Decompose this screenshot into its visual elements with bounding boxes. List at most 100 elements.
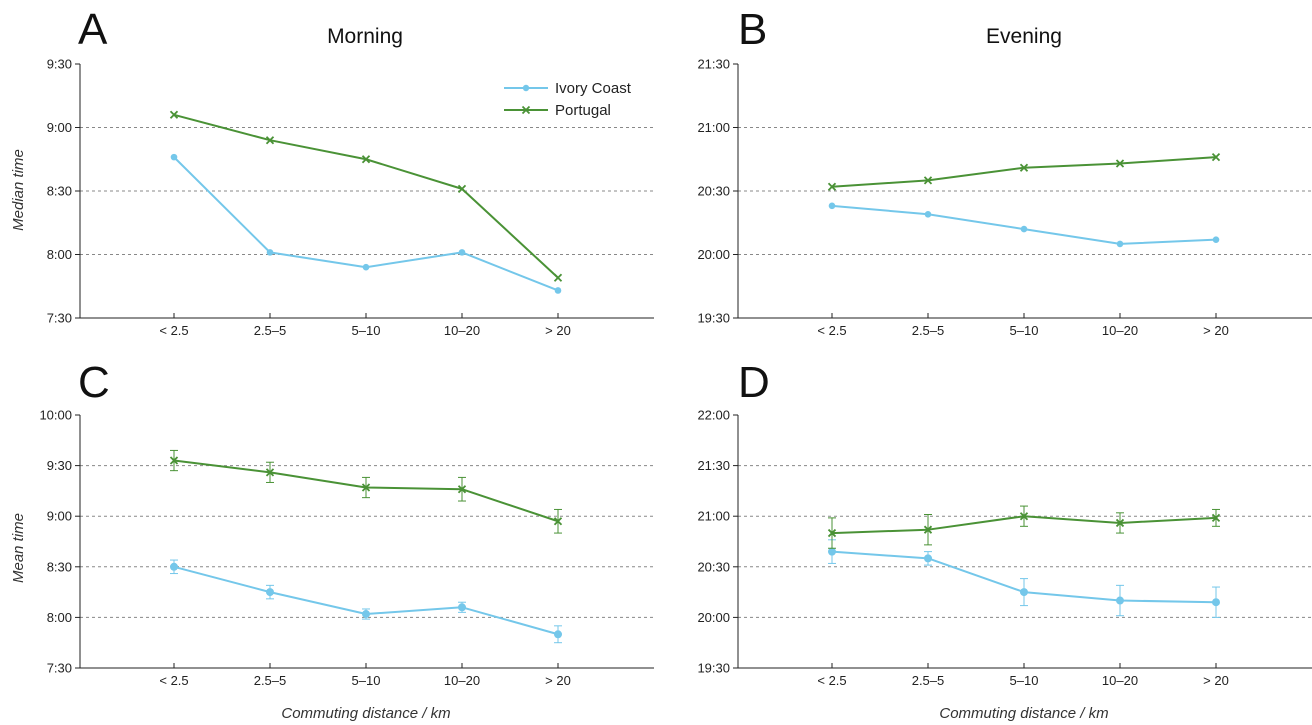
legend-portugal-marker [521, 105, 531, 115]
data-point-portugal [457, 184, 467, 194]
x-tick-label: > 20 [1203, 323, 1229, 338]
y-tick-label: 7:30 [47, 661, 72, 676]
y-tick-label: 21:00 [697, 120, 730, 135]
x-tick-label: < 2.5 [159, 323, 188, 338]
data-point-ivory-coast [362, 610, 370, 619]
panel-letter-a: A [78, 5, 108, 54]
series-line-portugal [173, 113, 559, 279]
y-tick-label: 20:00 [697, 247, 730, 262]
x-axis-title-right: Commuting distance / km [939, 705, 1108, 722]
x-tick-label: 2.5–5 [254, 673, 287, 688]
data-point-portugal [923, 525, 933, 534]
x-tick-label: > 20 [1203, 673, 1229, 688]
data-point-portugal [169, 110, 179, 119]
panel-letter-c: C [78, 358, 110, 407]
legend-ivory-label: Ivory Coast [555, 80, 632, 97]
x-tick-label: 10–20 [1102, 673, 1138, 688]
data-point-portugal [1211, 513, 1221, 523]
panel-b: B Evening 19:30 20:00 20:30 21:00 21:30 < 2.5… [697, 5, 1312, 338]
data-point-ivory-coast [554, 630, 562, 639]
panel-a: A Morning Median time Ivory Coast Portug… [10, 5, 654, 338]
y-tick-label: 22:00 [697, 408, 730, 423]
data-point-portugal [265, 136, 275, 145]
data-point-ivory-coast [362, 263, 370, 271]
legend-ivory-marker [522, 84, 530, 92]
data-point-ivory-coast [266, 588, 274, 597]
legend-portugal-label: Portugal [555, 102, 611, 119]
data-point-ivory-coast [554, 287, 562, 294]
x-tick-label: > 20 [545, 673, 571, 688]
data-point-ivory-coast [1212, 598, 1220, 607]
data-point-portugal [457, 485, 467, 494]
data-point-ivory-coast [266, 249, 274, 256]
data-point-ivory-coast [924, 210, 932, 218]
x-tick-label: 10–20 [1102, 323, 1138, 338]
x-tick-label: 5–10 [1010, 673, 1039, 688]
data-point-ivory-coast [1116, 596, 1124, 605]
y-tick-label: 19:30 [697, 661, 730, 676]
data-point-portugal [553, 517, 563, 526]
data-point-portugal [1019, 512, 1029, 521]
panel-letter-d: D [738, 358, 770, 407]
data-point-portugal [361, 483, 371, 492]
x-tick-label: < 2.5 [817, 673, 846, 688]
y-axis-title-median: Median time [10, 149, 27, 231]
x-tick-label: < 2.5 [159, 673, 188, 688]
y-tick-label: 21:30 [697, 57, 730, 72]
x-tick-label: 5–10 [1010, 323, 1039, 338]
series-line-ivory-coast [831, 204, 1217, 245]
data-point-ivory-coast [828, 547, 836, 556]
data-point-ivory-coast [1020, 588, 1028, 597]
y-tick-label: 9:00 [47, 509, 72, 524]
x-tick-label: > 20 [545, 323, 571, 338]
y-tick-label: 10:00 [39, 408, 72, 423]
y-tick-label: 21:30 [697, 458, 730, 473]
panel-title-evening: Evening [986, 25, 1062, 48]
data-point-ivory-coast [458, 249, 466, 256]
y-tick-label: 9:00 [47, 120, 72, 135]
panel-title-morning: Morning [327, 25, 403, 48]
x-tick-label: < 2.5 [817, 323, 846, 338]
x-tick-label: 5–10 [352, 323, 381, 338]
series-line-ivory-coast [173, 565, 559, 636]
y-tick-label: 8:00 [47, 247, 72, 262]
data-point-ivory-coast [924, 554, 932, 563]
data-point-ivory-coast [1020, 225, 1028, 233]
data-point-portugal [1115, 518, 1125, 528]
panel-d: D Commuting distance / km 19:30 20:00 20:3… [697, 358, 1312, 722]
y-axis-title-mean: Mean time [10, 513, 27, 583]
data-point-portugal [361, 155, 371, 164]
data-point-portugal [265, 468, 275, 477]
x-tick-label: 10–20 [444, 323, 480, 338]
data-point-ivory-coast [170, 153, 178, 161]
data-point-ivory-coast [170, 562, 178, 571]
y-tick-label: 20:30 [697, 184, 730, 199]
data-point-ivory-coast [828, 202, 836, 210]
y-tick-label: 8:00 [47, 610, 72, 625]
y-tick-label: 8:30 [47, 559, 72, 574]
data-point-ivory-coast [458, 603, 466, 612]
legend: Ivory Coast Portugal [504, 80, 632, 119]
y-tick-label: 19:30 [697, 311, 730, 326]
y-tick-label: 9:30 [47, 458, 72, 473]
data-point-portugal [1019, 163, 1029, 172]
x-tick-label: 10–20 [444, 673, 480, 688]
x-tick-label: 2.5–5 [254, 323, 287, 338]
panel-c: C Mean time Commuting distance / km 7:30… [10, 358, 654, 722]
data-point-portugal [1211, 152, 1221, 162]
data-point-portugal [1115, 159, 1125, 168]
x-tick-label: 5–10 [352, 673, 381, 688]
x-tick-label: 2.5–5 [912, 673, 945, 688]
x-axis-title-left: Commuting distance / km [281, 705, 450, 722]
y-tick-label: 9:30 [47, 57, 72, 72]
data-point-portugal [553, 273, 563, 282]
y-tick-label: 21:00 [697, 509, 730, 524]
y-tick-label: 8:30 [47, 184, 72, 199]
data-point-portugal [923, 176, 933, 185]
data-point-ivory-coast [1116, 240, 1124, 248]
data-point-portugal [827, 182, 837, 191]
data-point-portugal [827, 528, 837, 538]
x-tick-label: 2.5–5 [912, 323, 945, 338]
y-tick-label: 7:30 [47, 311, 72, 326]
